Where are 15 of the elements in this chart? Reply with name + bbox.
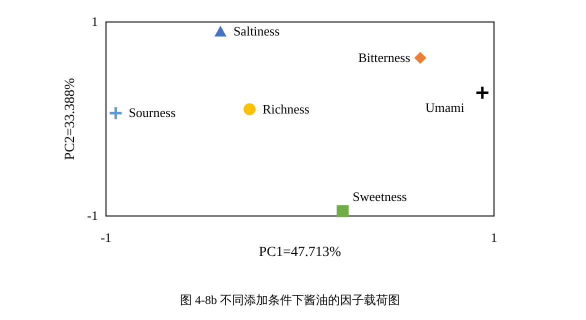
point	[475, 86, 490, 100]
point	[336, 205, 349, 218]
series-label: Umami	[425, 100, 465, 115]
series-label: Richness	[262, 101, 310, 116]
series-label: Bitterness	[358, 50, 410, 65]
series-label: Saltiness	[233, 24, 280, 39]
caption: 图 4-8b 不同添加条件下酱油的因子载荷图	[180, 293, 400, 307]
point	[244, 103, 256, 116]
series-label: Sourness	[128, 105, 176, 120]
x-axis-title: PC1=47.713%	[258, 245, 342, 260]
point	[214, 26, 226, 36]
series-label: Sweetness	[352, 189, 407, 204]
point	[108, 106, 123, 120]
y-axis-title: PC2=33.388%	[63, 78, 78, 160]
point	[414, 52, 426, 64]
